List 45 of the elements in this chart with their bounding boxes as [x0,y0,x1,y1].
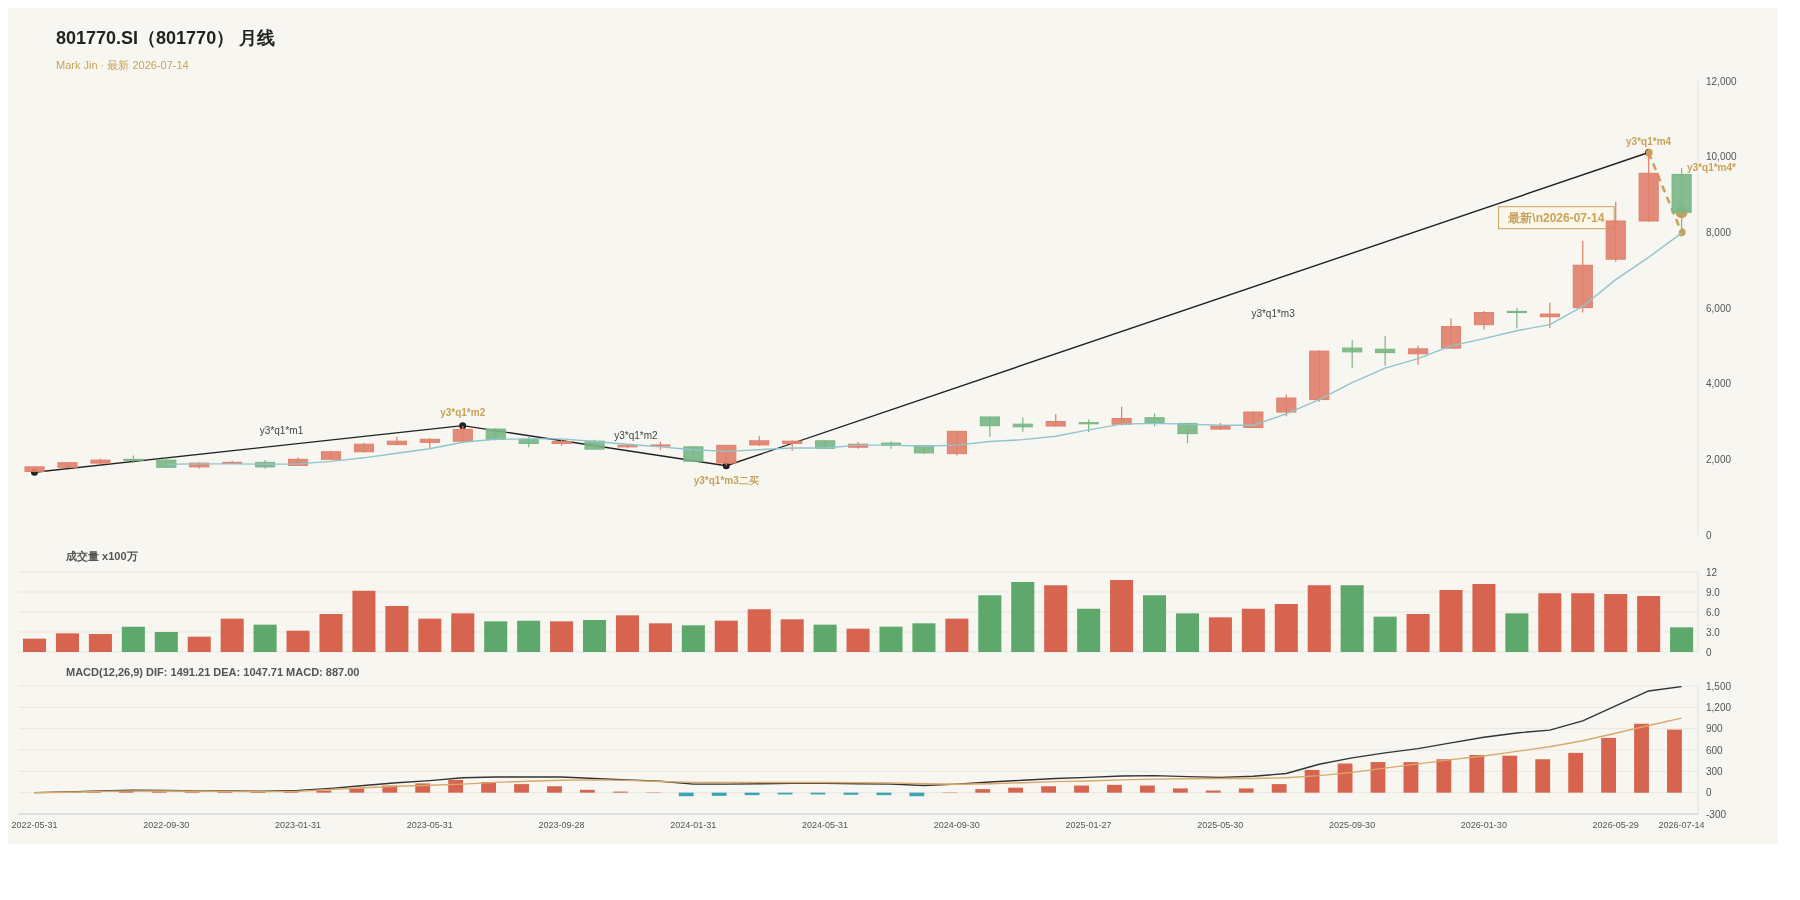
y-tick-label: 12 [1706,566,1718,578]
x-tick-label: 2022-09-30 [143,820,190,831]
chart-title: 801770.SI（801770） 月线 [56,27,277,50]
y-tick-label: 0 [1706,787,1712,799]
y-tick-label: -300 [1706,808,1727,820]
y-tick-label: 1,200 [1706,701,1732,713]
annotation: y3*q1*m4* [1687,162,1737,174]
annotation: 最新\n2026-07-14 [1507,210,1605,225]
y-tick-label: 900 [1706,723,1724,735]
y-tick-label: 6.0 [1706,606,1721,618]
x-tick-label: 2023-05-31 [406,820,453,831]
y-tick-label: 1,500 [1706,680,1732,692]
y-tick-label: 8,000 [1706,226,1732,238]
x-tick-label: 2026-07-14 [1658,820,1705,831]
y-tick-label: 600 [1706,744,1724,756]
y-tick-label: 12,000 [1706,75,1738,87]
y-tick-label: 10,000 [1706,151,1738,163]
annotation: y3*q1*m3 [1251,307,1296,319]
annotation: y3*q1*m3二买 [693,475,759,487]
x-tick-label: 2023-09-28 [538,820,585,831]
x-tick-label: 2024-01-31 [670,820,717,831]
chart-title: 成交量 x100万 [65,549,139,564]
x-tick-label: 2024-09-30 [933,820,980,831]
x-tick-label: 2025-01-27 [1065,820,1112,831]
x-tick-label: 2025-09-30 [1329,820,1376,831]
chart-subtitle: Mark Jin · 最新 2026-07-14 [56,58,190,73]
x-tick-label: 2024-05-31 [802,820,849,831]
x-tick-label: 2023-01-31 [274,820,322,831]
annotation: y3*q1*m1 [259,424,304,436]
x-tick-label: 2022-05-31 [11,820,58,831]
y-tick-label: 0 [1706,646,1712,658]
x-tick-label: 2026-01-30 [1460,820,1507,831]
y-tick-label: 4,000 [1706,378,1732,390]
y-tick-label: 6,000 [1706,302,1732,314]
annotation: y3*q1*m2 [440,407,486,419]
y-tick-label: 300 [1706,765,1724,777]
y-tick-label: 2,000 [1706,453,1732,465]
chart-title: MACD(12,26,9) DIF: 1491.21 DEA: 1047.71 MACD: 887.00 [65,665,361,678]
x-tick-label: 2026-05-29 [1592,820,1639,831]
y-tick-label: 0 [1706,529,1712,541]
x-tick-label: 2025-05-30 [1197,820,1244,831]
y-tick-label: 9.0 [1706,586,1721,598]
y-tick-label: 3.0 [1706,626,1721,638]
annotation: y3*q1*m4 [1626,136,1672,148]
annotation: y3*q1*m2 [614,430,659,442]
